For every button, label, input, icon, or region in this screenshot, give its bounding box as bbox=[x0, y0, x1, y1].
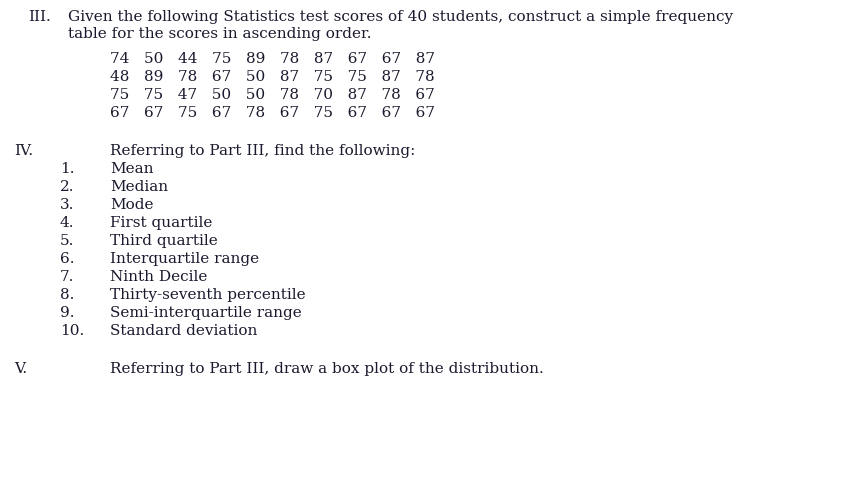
Text: IV.: IV. bbox=[14, 144, 33, 158]
Text: 67   67   75   67   78   67   75   67   67   67: 67 67 75 67 78 67 75 67 67 67 bbox=[110, 106, 435, 120]
Text: 48   89   78   67   50   87   75   75   87   78: 48 89 78 67 50 87 75 75 87 78 bbox=[110, 70, 435, 84]
Text: Referring to Part III, draw a box plot of the distribution.: Referring to Part III, draw a box plot o… bbox=[110, 362, 544, 376]
Text: 1.: 1. bbox=[60, 162, 74, 176]
Text: Given the following Statistics test scores of 40 students, construct a simple fr: Given the following Statistics test scor… bbox=[68, 10, 733, 24]
Text: Referring to Part III, find the following:: Referring to Part III, find the followin… bbox=[110, 144, 415, 158]
Text: 74   50   44   75   89   78   87   67   67   87: 74 50 44 75 89 78 87 67 67 87 bbox=[110, 52, 435, 66]
Text: 5.: 5. bbox=[60, 234, 74, 248]
Text: III.: III. bbox=[28, 10, 51, 24]
Text: 3.: 3. bbox=[60, 198, 74, 212]
Text: Standard deviation: Standard deviation bbox=[110, 324, 257, 338]
Text: Mode: Mode bbox=[110, 198, 154, 212]
Text: 10.: 10. bbox=[60, 324, 84, 338]
Text: 4.: 4. bbox=[60, 216, 74, 230]
Text: 7.: 7. bbox=[60, 270, 74, 284]
Text: 2.: 2. bbox=[60, 180, 74, 194]
Text: Median: Median bbox=[110, 180, 168, 194]
Text: First quartile: First quartile bbox=[110, 216, 213, 230]
Text: 75   75   47   50   50   78   70   87   78   67: 75 75 47 50 50 78 70 87 78 67 bbox=[110, 88, 435, 102]
Text: Thirty-seventh percentile: Thirty-seventh percentile bbox=[110, 288, 306, 302]
Text: Semi-interquartile range: Semi-interquartile range bbox=[110, 306, 302, 320]
Text: table for the scores in ascending order.: table for the scores in ascending order. bbox=[68, 27, 371, 41]
Text: Third quartile: Third quartile bbox=[110, 234, 218, 248]
Text: 9.: 9. bbox=[60, 306, 74, 320]
Text: Interquartile range: Interquartile range bbox=[110, 252, 259, 266]
Text: Ninth Decile: Ninth Decile bbox=[110, 270, 208, 284]
Text: Mean: Mean bbox=[110, 162, 154, 176]
Text: 8.: 8. bbox=[60, 288, 74, 302]
Text: 6.: 6. bbox=[60, 252, 74, 266]
Text: V.: V. bbox=[14, 362, 27, 376]
